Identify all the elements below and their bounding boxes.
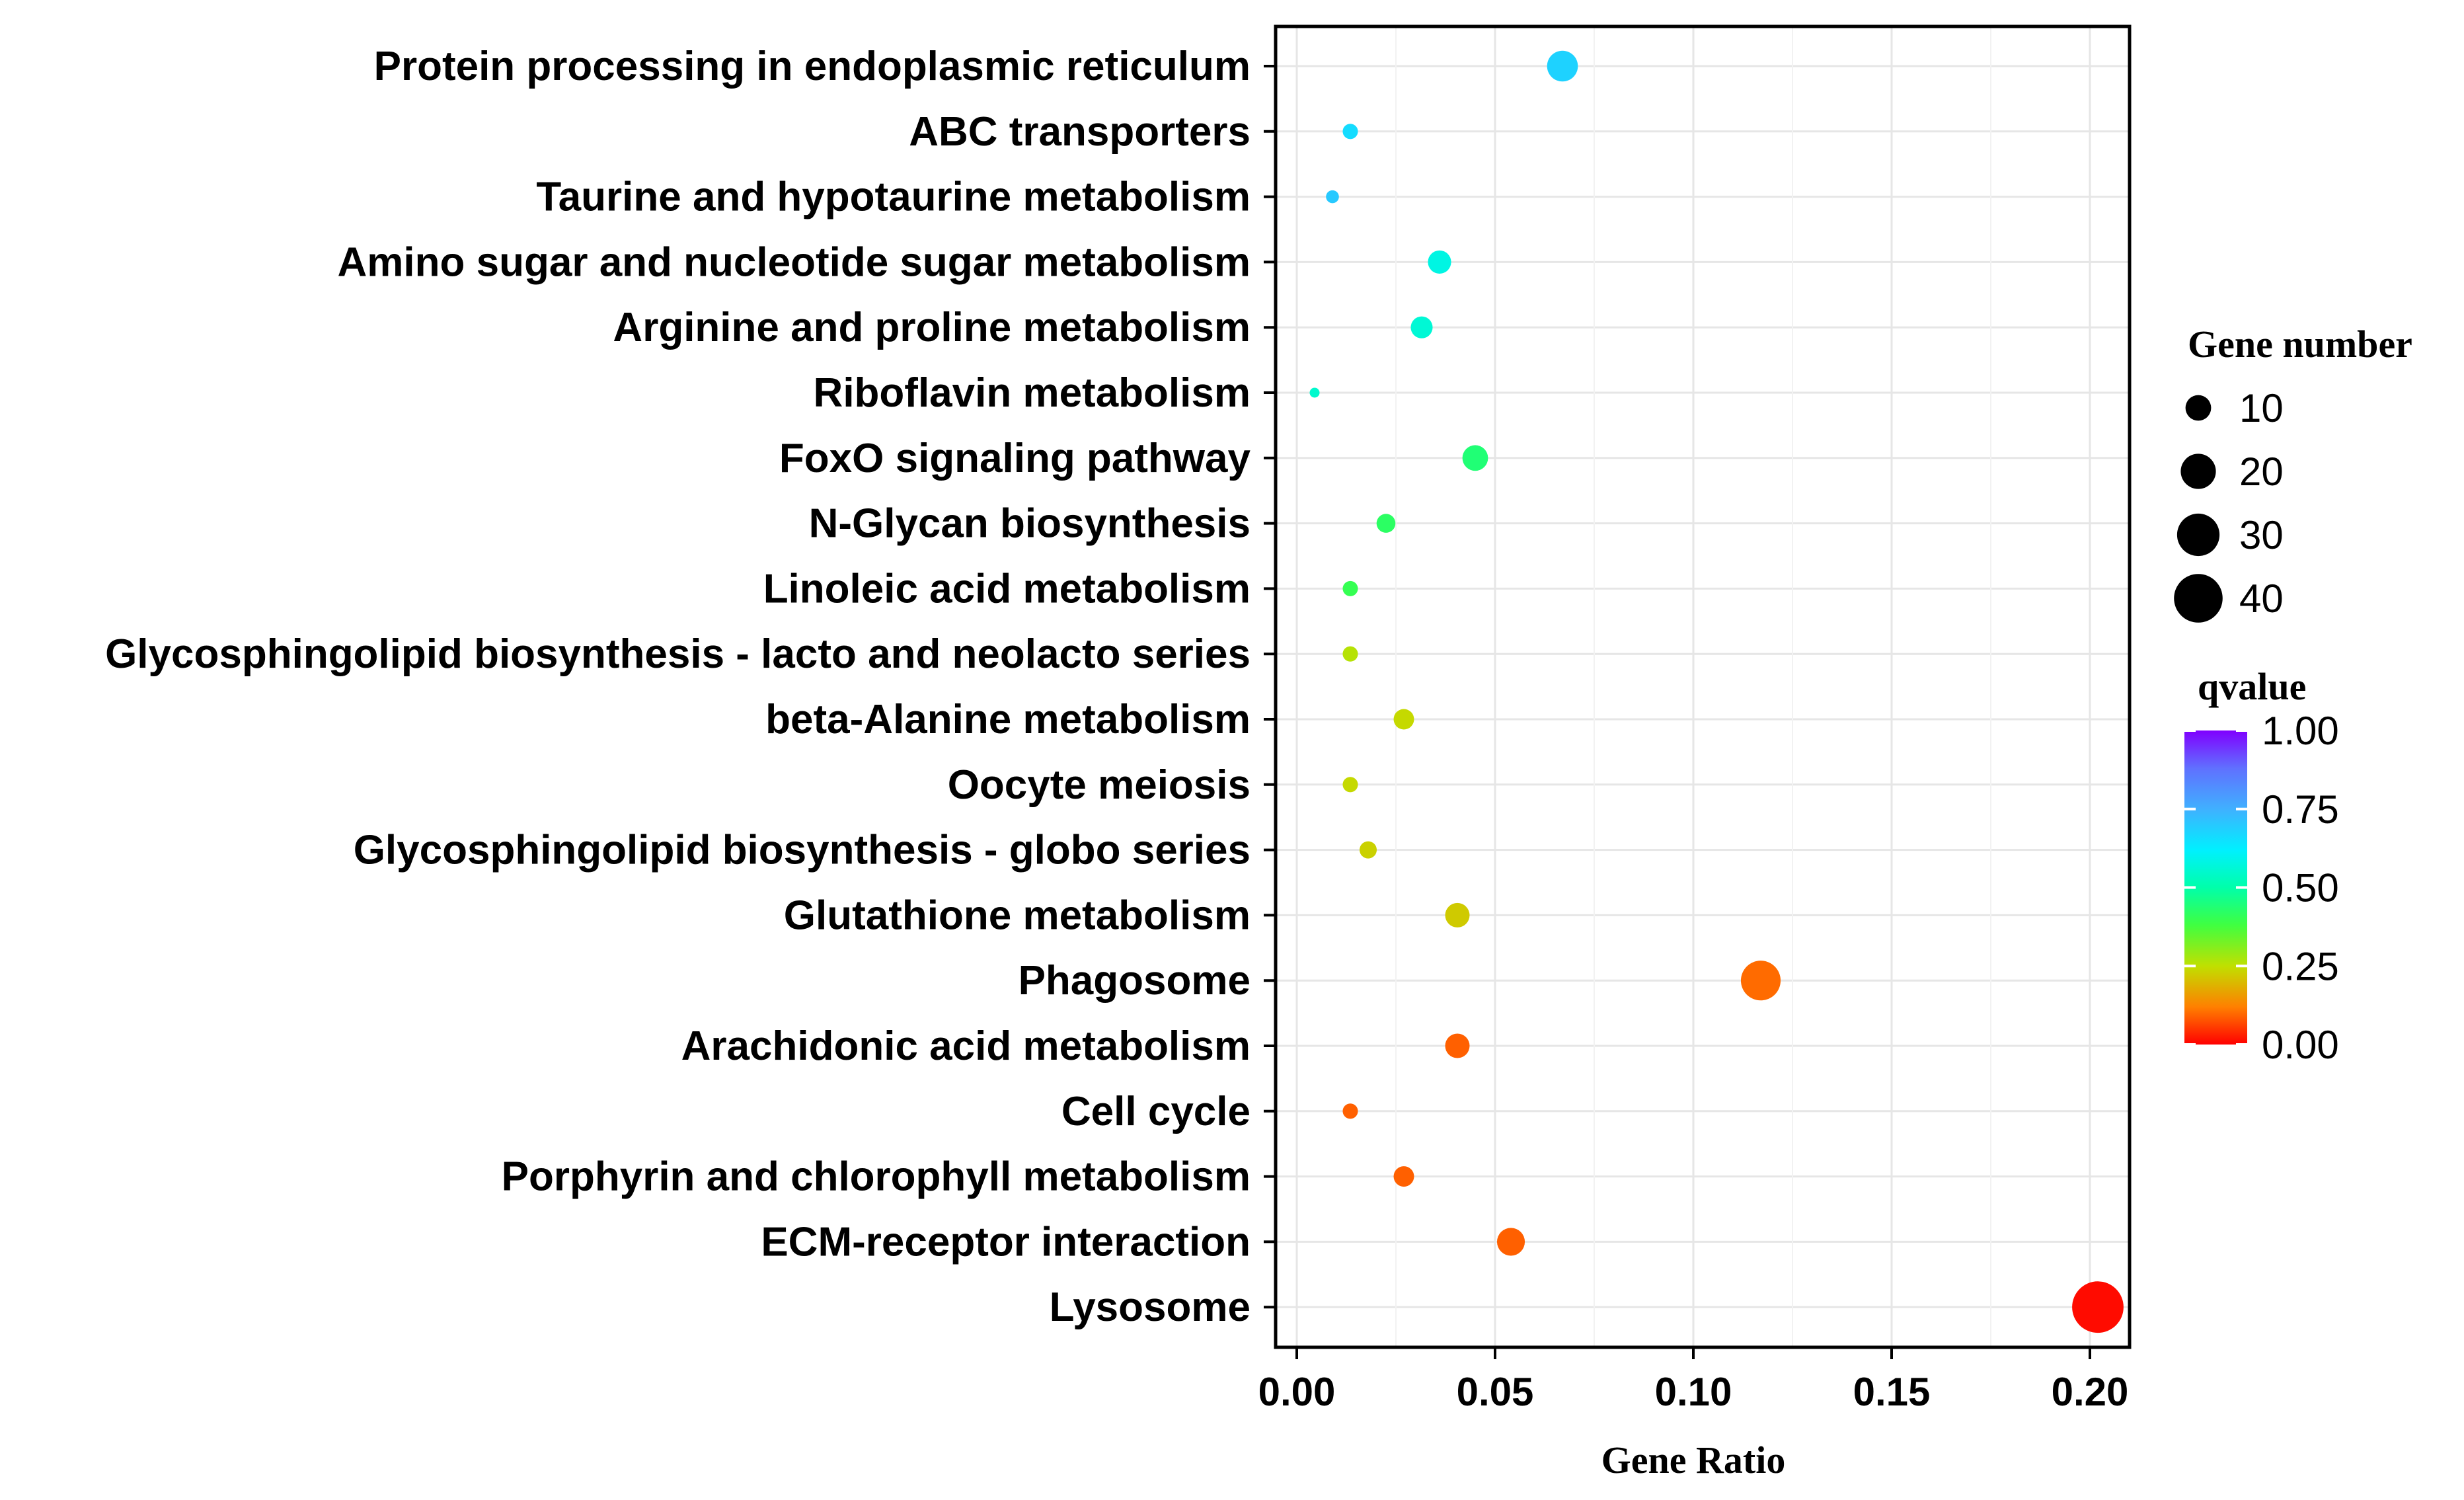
y-tick-label: FoxO signaling pathway: [779, 436, 1251, 481]
x-tick-label: 0.15: [1853, 1370, 1931, 1414]
color-legend-label: 0.25: [2262, 944, 2339, 988]
data-point: [1740, 961, 1781, 1001]
y-tick-label: Arachidonic acid metabolism: [681, 1023, 1251, 1069]
data-point: [1342, 580, 1358, 596]
y-tick-label: beta-Alanine metabolism: [765, 697, 1251, 742]
data-point: [2072, 1281, 2124, 1333]
size-legend-dot: [2176, 513, 2220, 557]
y-tick-label: ABC transporters: [909, 109, 1251, 155]
color-legend-label: 0.00: [2262, 1023, 2339, 1067]
size-legend-dot: [2185, 395, 2212, 421]
data-point: [1393, 1166, 1414, 1187]
x-axis: 0.00 0.05 0.10 0.15 0.20: [1258, 1347, 2129, 1414]
y-tick-label: N-Glycan biosynthesis: [809, 501, 1251, 547]
size-legend-label: 10: [2239, 386, 2284, 430]
color-legend: qvalue 1.00 0.75 0.50 0.25 0.00: [2184, 665, 2339, 1067]
data-point: [1445, 902, 1470, 928]
data-point: [1445, 1033, 1470, 1058]
size-legend: Gene number 10 20 30 40: [2174, 323, 2412, 623]
y-tick-label: Amino sugar and nucleotide sugar metabol…: [338, 239, 1251, 285]
size-legend-label: 40: [2239, 576, 2284, 621]
data-point: [1309, 387, 1320, 398]
data-point: [1496, 1228, 1525, 1256]
color-legend-label: 0.75: [2262, 787, 2339, 832]
color-legend-label: 1.00: [2262, 709, 2339, 753]
data-point: [1547, 50, 1578, 82]
x-tick-label: 0.00: [1258, 1370, 1336, 1414]
data-point: [1462, 445, 1488, 471]
data-point: [1342, 124, 1358, 139]
y-tick-label: Protein processing in endoplasmic reticu…: [374, 44, 1251, 89]
size-legend-dot: [2174, 574, 2223, 623]
data-point: [1360, 841, 1377, 859]
y-tick-label: Oocyte meiosis: [948, 762, 1251, 808]
y-tick-label: Phagosome: [1019, 958, 1251, 1004]
x-axis-title: Gene Ratio: [1601, 1439, 1786, 1481]
data-point: [1342, 1103, 1358, 1119]
y-tick-label: Cell cycle: [1061, 1089, 1251, 1134]
color-legend-title: qvalue: [2198, 665, 2306, 708]
grid-lines: [1276, 26, 2130, 1347]
y-tick-label: Riboflavin metabolism: [814, 370, 1251, 416]
y-tick-label: Taurine and hypotaurine metabolism: [536, 175, 1251, 220]
y-tick-label: Glutathione metabolism: [784, 892, 1251, 938]
x-tick-label: 0.05: [1457, 1370, 1534, 1414]
x-tick-label: 0.10: [1655, 1370, 1732, 1414]
y-tick-label: ECM-receptor interaction: [761, 1219, 1251, 1265]
data-points: [1309, 50, 2124, 1333]
plot-panel-border: [1274, 24, 2132, 1349]
y-tick-label: Porphyrin and chlorophyll metabolism: [502, 1154, 1251, 1200]
y-tick-label: Arginine and proline metabolism: [613, 305, 1251, 350]
y-tick-label: Glycosphingolipid biosynthesis - globo s…: [354, 828, 1251, 873]
data-point: [1342, 777, 1358, 793]
y-tick-label: Lysosome: [1050, 1284, 1251, 1330]
y-tick-label: Glycosphingolipid biosynthesis - lacto a…: [105, 631, 1251, 677]
size-legend-dot: [2180, 454, 2216, 489]
color-legend-label: 0.50: [2262, 866, 2339, 910]
y-tick-label: Linoleic acid metabolism: [763, 566, 1251, 612]
size-legend-label: 20: [2239, 450, 2284, 494]
data-point: [1342, 646, 1358, 662]
data-point: [1326, 190, 1339, 204]
data-point: [1376, 514, 1396, 533]
y-axis: Protein processing in endoplasmic reticu…: [105, 44, 1276, 1330]
x-tick-label: 0.20: [2052, 1370, 2129, 1414]
size-legend-title: Gene number: [2188, 323, 2412, 366]
data-point: [1393, 709, 1414, 730]
data-point: [1428, 250, 1451, 274]
size-legend-label: 30: [2239, 513, 2284, 557]
data-point: [1410, 316, 1433, 338]
